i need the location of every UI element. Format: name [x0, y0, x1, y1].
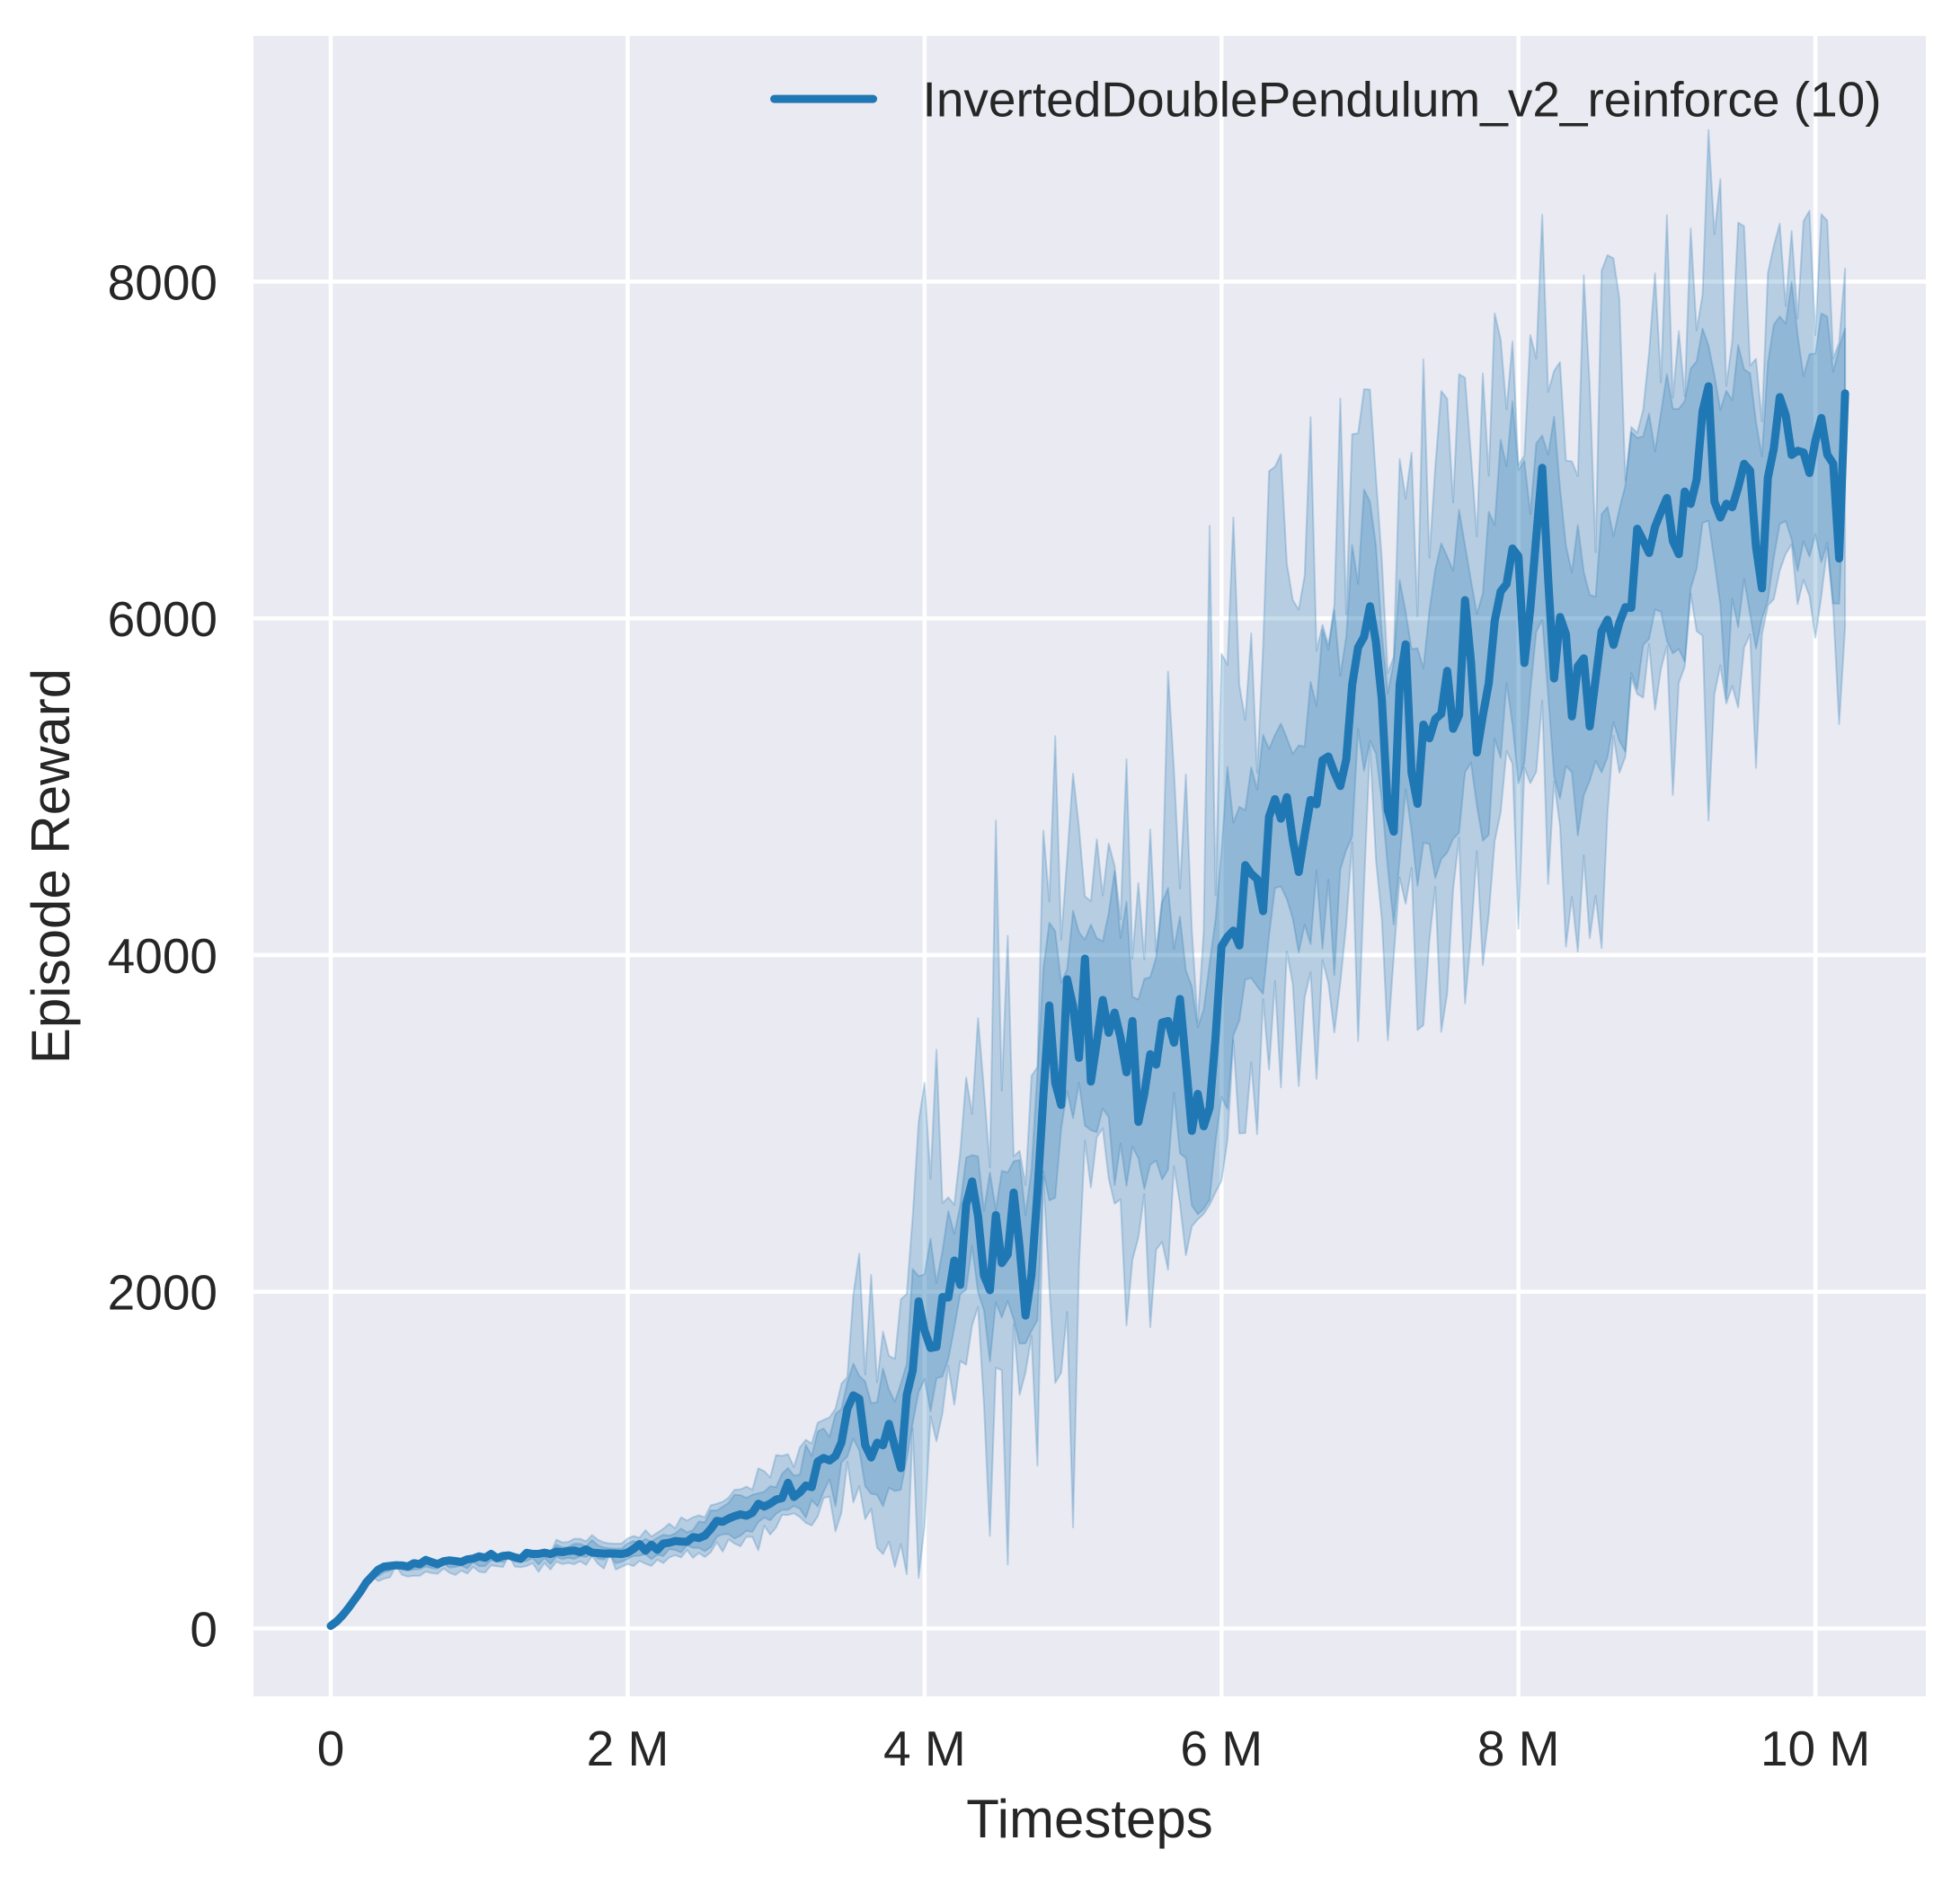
svg-text:8000: 8000 [108, 254, 217, 310]
svg-text:2 M: 2 M [587, 1721, 670, 1776]
svg-text:2000: 2000 [108, 1265, 217, 1321]
svg-text:Episode Reward: Episode Reward [21, 668, 81, 1064]
svg-text:Timesteps: Timesteps [966, 1789, 1213, 1849]
svg-text:10 M: 10 M [1760, 1721, 1870, 1776]
svg-text:0: 0 [190, 1601, 217, 1657]
svg-text:8 M: 8 M [1477, 1721, 1560, 1776]
svg-text:4000: 4000 [108, 928, 217, 984]
svg-text:6000: 6000 [108, 591, 217, 647]
svg-text:4 M: 4 M [883, 1721, 966, 1776]
svg-text:InvertedDoublePendulum_v2_rein: InvertedDoublePendulum_v2_reinforce (10) [923, 71, 1882, 127]
svg-text:6 M: 6 M [1180, 1721, 1263, 1776]
svg-text:0: 0 [317, 1721, 345, 1776]
